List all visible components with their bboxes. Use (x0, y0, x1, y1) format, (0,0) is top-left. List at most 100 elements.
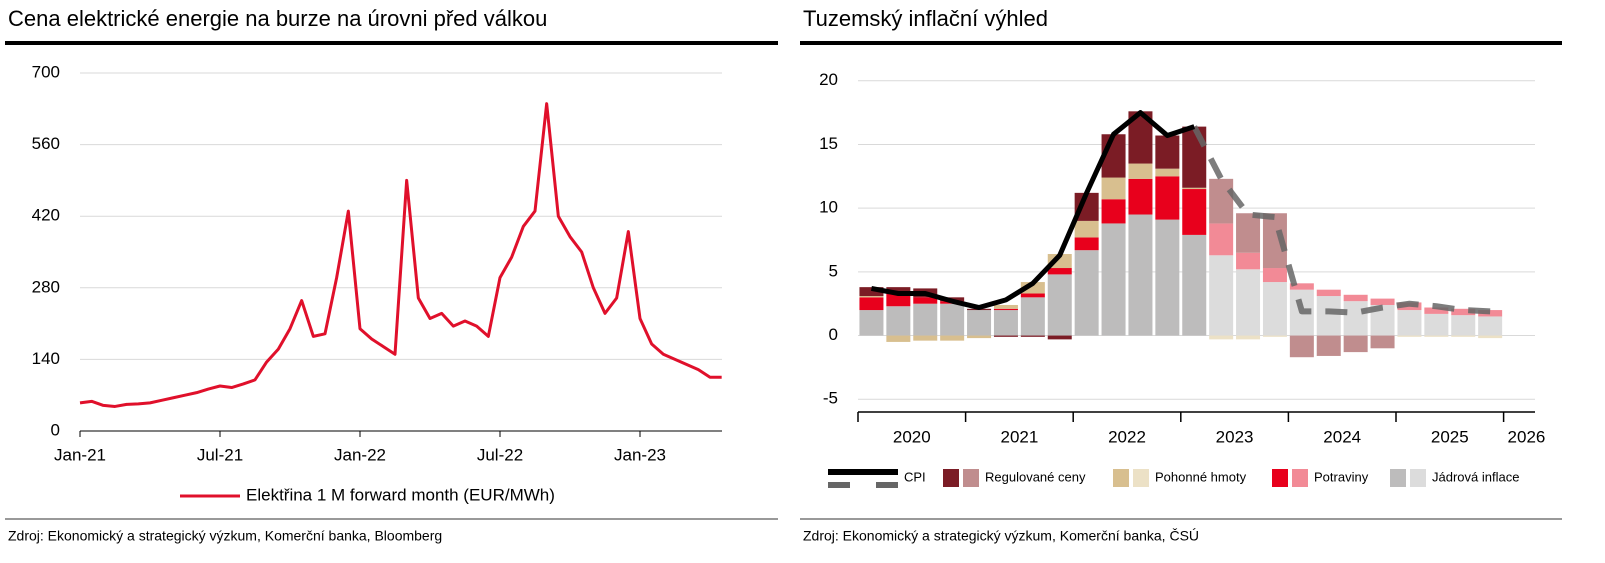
line-series (79, 102, 722, 408)
x-tick-label: Jan-21 (54, 445, 106, 464)
bar-segment (1397, 310, 1422, 336)
source-rule (800, 518, 1562, 520)
bar-segment (886, 293, 911, 307)
x-tick-label: 2026 (1508, 427, 1546, 446)
bar-segment (886, 335, 911, 342)
x-tick-label: Jul-22 (477, 445, 523, 464)
bar-segment (1155, 168, 1180, 177)
bar-segment (1074, 250, 1099, 336)
bar-segment (1155, 135, 1180, 169)
bar-segment (993, 335, 1018, 337)
bar-segment (1343, 301, 1368, 336)
bar-segment (1478, 310, 1503, 317)
bar-segment (1236, 213, 1261, 253)
bar-segment (1451, 308, 1476, 316)
bar-segment (1047, 335, 1072, 340)
bar-segment (1047, 268, 1072, 275)
bar-segment (1397, 335, 1422, 337)
y-tick-label: 140 (32, 349, 60, 368)
bar-segment (913, 335, 938, 341)
bar-segment (940, 335, 965, 341)
bar-segment (1316, 335, 1341, 356)
bar-segment (967, 335, 992, 339)
bar-segment (1289, 335, 1314, 358)
bar-segment (1424, 307, 1449, 314)
legend-swatch (1292, 469, 1308, 487)
source: Zdroj: Ekonomický a strategický výzkum, … (8, 528, 442, 544)
y-tick-label: 10 (819, 198, 838, 217)
bar-segment (993, 304, 1018, 309)
legend-swatch (1410, 469, 1426, 487)
bar-segment (1262, 268, 1287, 283)
bar-segment (1101, 199, 1126, 224)
legend-swatch (1133, 469, 1149, 487)
bar-segment (1047, 274, 1072, 336)
y-tick-label: 0 (51, 420, 60, 439)
legend-swatch (963, 469, 979, 487)
legend-swatch (1113, 469, 1129, 487)
bar-segment (1236, 269, 1261, 336)
x-tick-label: Jul-21 (197, 445, 243, 464)
y-tick-label: 20 (819, 70, 838, 89)
bar-segment (1236, 335, 1261, 340)
bar-segment (1478, 335, 1503, 339)
bar-segment (1101, 177, 1126, 200)
legend-label: Regulované ceny (985, 469, 1086, 484)
bar-segment (1020, 293, 1045, 298)
x-tick-label: Jan-23 (614, 445, 666, 464)
x-tick-label: 2023 (1216, 427, 1254, 446)
bar-segment (1128, 214, 1153, 336)
legend-label: CPI (904, 469, 926, 484)
bar-segment (1128, 178, 1153, 215)
legend-label: Pohonné hmoty (1155, 469, 1247, 484)
bar-segment (1182, 189, 1207, 235)
bar-segment (1074, 220, 1099, 238)
bar-segment (1478, 316, 1503, 336)
bar-segment (1451, 335, 1476, 337)
bar-segment (1451, 315, 1476, 336)
bar-segment (1155, 176, 1180, 220)
x-tick-label: 2024 (1323, 427, 1361, 446)
legend-label: Jádrová inflace (1432, 469, 1519, 484)
y-tick-label: 15 (819, 134, 838, 153)
bar-segment (859, 310, 884, 336)
y-tick-label: 560 (32, 134, 60, 153)
y-tick-label: 5 (829, 261, 838, 280)
y-tick-label: 0 (829, 325, 838, 344)
bar-segment (1370, 335, 1395, 349)
y-tick-label: 420 (32, 206, 60, 225)
bar-segment (1343, 294, 1368, 302)
bar-segment (1020, 282, 1045, 294)
bar-segment (859, 296, 884, 298)
bar-segment (993, 310, 1018, 336)
x-tick-label: 2025 (1431, 427, 1469, 446)
bar-segment (1209, 178, 1234, 224)
bar-segment (1236, 252, 1261, 270)
bar-segment (1424, 335, 1449, 337)
bar-segment (967, 310, 992, 336)
bar-segment (1020, 335, 1045, 337)
bar-segment (1316, 289, 1341, 297)
source: Zdroj: Ekonomický a strategický výzkum, … (803, 528, 1199, 544)
y-tick-label: 280 (32, 277, 60, 296)
x-tick-label: Jan-22 (334, 445, 386, 464)
x-tick-label: 2020 (893, 427, 931, 446)
bar-segment (1209, 223, 1234, 256)
bar-segment (859, 297, 884, 311)
bar-segment (886, 306, 911, 336)
bar-segment (993, 308, 1018, 311)
legend-label: Potraviny (1314, 469, 1369, 484)
bar-segment (886, 287, 911, 294)
bar-segment (1262, 282, 1287, 336)
bar-segment (1182, 187, 1207, 190)
legend-swatch (943, 469, 959, 487)
cpi-line (1191, 125, 1491, 316)
bar-segment (1074, 237, 1099, 251)
title-rule (5, 41, 778, 45)
bar-segment (1182, 126, 1207, 188)
bar-segment (913, 303, 938, 336)
source-rule (5, 518, 778, 520)
bar-segment (940, 303, 965, 336)
legend-swatch (1272, 469, 1288, 487)
